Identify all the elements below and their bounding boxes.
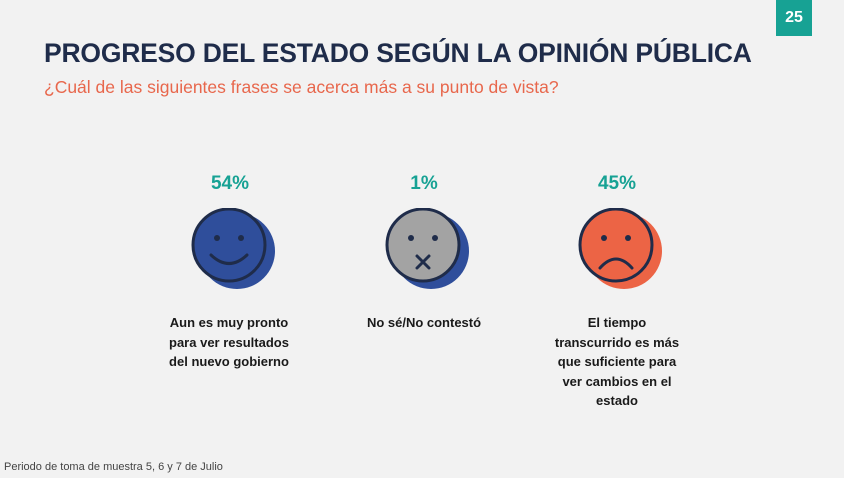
category-label-2: No sé/No contestó: [366, 315, 482, 330]
percent-label-3: 45%: [597, 173, 637, 194]
happy-face-icon: [189, 208, 279, 292]
page-subtitle: ¿Cuál de las siguientes frases se acerca…: [44, 77, 559, 97]
page-number-badge: 25: [776, 0, 812, 36]
percent-label-1: 54%: [210, 173, 250, 194]
category-label-3: El tiempo transcurrido es más que sufici…: [554, 315, 680, 408]
footnote: Periodo de toma de muestra 5, 6 y 7 de J…: [4, 461, 223, 473]
page-title: PROGRESO DEL ESTADO SEGÚN LA OPINIÓN PÚB…: [44, 38, 752, 68]
category-label-1: Aun es muy pronto para ver resultados de…: [169, 315, 289, 369]
percent-label-2: 1%: [410, 173, 438, 194]
sad-face-icon: [576, 208, 666, 292]
silent-face-icon: [383, 208, 473, 292]
